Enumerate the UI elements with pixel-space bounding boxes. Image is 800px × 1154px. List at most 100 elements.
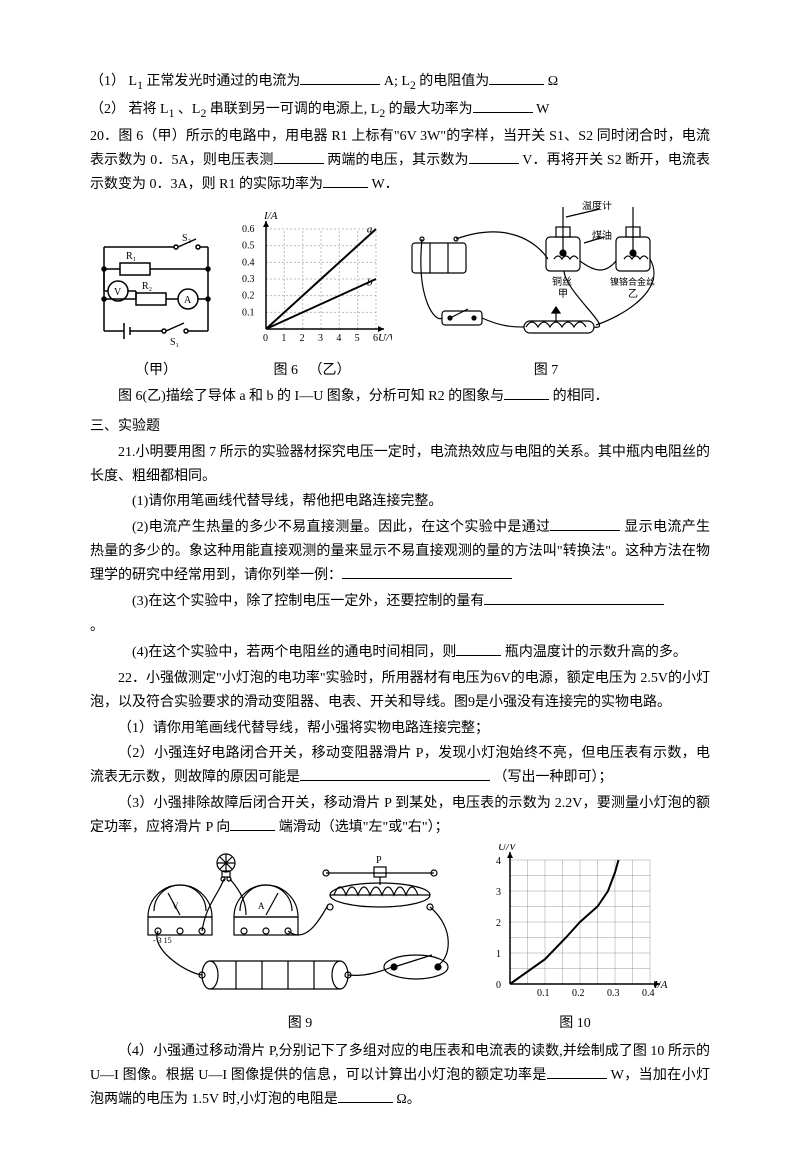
q20-conclusion: 图 6(乙)描绘了导体 a 和 b 的 I—U 图象，分析可知 R2 的图象与 … <box>90 385 710 409</box>
fig7: 铜丝 甲 镍铬合金丝 乙 煤油 温度计 图 7 <box>406 201 686 384</box>
txt: A; L <box>384 74 410 89</box>
label-p: P <box>376 855 382 866</box>
fig10-svg: 0.10.20.30.401234I/AU/V <box>480 844 670 1004</box>
label-v: V <box>114 287 122 298</box>
caption: （甲） <box>90 359 222 383</box>
q22-p2: （2）小强连好电路闭合开关，移动变阻器滑片 P，发现小灯泡始终不亮，但电压表有示… <box>90 742 710 790</box>
txt: （1） L <box>90 74 137 89</box>
fig9: V - 3 15 A <box>130 849 470 1037</box>
txt: 两端的电压，其示数为 <box>327 153 468 168</box>
blank <box>323 173 368 188</box>
blank <box>342 564 512 579</box>
svg-text:0.4: 0.4 <box>242 257 255 268</box>
txt: 的最大功率为 <box>389 102 473 117</box>
blank <box>456 641 501 656</box>
q22-p3: （3）小强排除故障后闭合开关，移动滑片 P 到某处，电压表的示数为 2.2V，要… <box>90 792 710 840</box>
label-a: A <box>184 295 192 306</box>
svg-text:0.4: 0.4 <box>642 988 655 999</box>
txt: (2)电流产生热量的多少不易直接测量。因此，在这个实验中是通过 <box>132 520 550 535</box>
txt: 的电阻值为 <box>419 74 489 89</box>
txt: （2） 若将 L <box>90 102 169 117</box>
svg-text:- 3 15: - 3 15 <box>153 936 172 945</box>
svg-text:I/A: I/A <box>653 979 668 991</box>
svg-text:3: 3 <box>318 333 323 344</box>
svg-text:0: 0 <box>263 333 268 344</box>
txt: (4)在这个实验中，若两个电阻丝的通电时间相同，则 <box>132 645 456 660</box>
txt: 的相同． <box>553 389 609 404</box>
txt: Ω。 <box>396 1092 420 1107</box>
sub: 1 <box>169 106 175 119</box>
blank <box>230 816 275 831</box>
svg-text:a: a <box>367 223 373 235</box>
svg-text:3: 3 <box>496 887 501 898</box>
q21-period: 。 <box>90 615 710 639</box>
svg-text:4: 4 <box>336 333 341 344</box>
svg-text:0.2: 0.2 <box>242 290 255 301</box>
svg-text:0.2: 0.2 <box>572 988 585 999</box>
blank <box>473 98 533 113</box>
svg-text:0.1: 0.1 <box>242 307 255 318</box>
caption: （乙） <box>309 363 351 378</box>
txt: (3)在这个实验中，除了控制电压一定外，还要控制的量有 <box>132 594 484 609</box>
svg-text:0.3: 0.3 <box>242 274 255 285</box>
svg-text:4: 4 <box>496 856 501 867</box>
svg-text:U/V: U/V <box>498 844 517 853</box>
blank <box>338 1088 393 1103</box>
txt: 图 6(乙)描绘了导体 a 和 b 的 I—U 图象，分析可知 R2 的图象与 <box>118 389 504 404</box>
q21-p1: (1)请你用笔画线代替导线，帮他把电路连接完整。 <box>90 490 710 514</box>
label-jia: 甲 <box>558 289 568 300</box>
circuit-jia-svg: S₂ R₁ V R₂ A <box>90 231 222 351</box>
label-s1: S₁ <box>170 337 179 348</box>
caption: 图 7 <box>406 359 686 383</box>
caption: 图 9 <box>130 1012 470 1036</box>
caption: 图 10 <box>480 1012 670 1036</box>
figure-row-9-10: V - 3 15 A <box>90 844 710 1037</box>
txt: 串联到另一可调的电源上, L <box>210 102 380 117</box>
svg-text:2: 2 <box>300 333 305 344</box>
fig6-yi: 01234560.10.20.30.40.50.6U/VI/Aab 图 6 （乙… <box>232 211 392 384</box>
svg-text:0.5: 0.5 <box>242 240 255 251</box>
q21-p4: (4)在这个实验中，若两个电阻丝的通电时间相同，则 瓶内温度计的示数升高的多。 <box>90 641 710 665</box>
q21-intro: 21.小明要用图 7 所示的实验器材探究电压一定时，电流热效应与电阻的关系。其中… <box>90 441 710 489</box>
label-nichrome: 镍铬合金丝 <box>610 276 655 287</box>
fig7-svg: 铜丝 甲 镍铬合金丝 乙 煤油 温度计 <box>406 201 686 351</box>
txt: 、L <box>178 102 201 117</box>
q20-body: 20．图 6（甲）所示的电路中，用电器 R1 上标有"6V 3W"的字样，当开关… <box>90 125 710 196</box>
blank <box>300 766 490 781</box>
sub: 2 <box>410 79 416 92</box>
txt: Ω <box>548 74 558 89</box>
sub: 2 <box>200 106 206 119</box>
q19-line1: （1） L1 正常发光时通过的电流为 A; L2 的电阻值为 Ω <box>90 70 710 96</box>
txt: W <box>536 102 549 117</box>
q22-p1: （1）请你用笔画线代替导线，帮小强将实物电路连接完整； <box>90 717 710 741</box>
txt: 瓶内温度计的示数升高的多。 <box>505 645 687 660</box>
iu-graph-svg: 01234560.10.20.30.40.50.6U/VI/Aab <box>232 211 392 351</box>
blank <box>504 385 549 400</box>
blank <box>469 149 519 164</box>
figure-row-6-7: S₂ R₁ V R₂ A <box>90 201 710 384</box>
fig9-svg: V - 3 15 A <box>130 849 470 1004</box>
blank <box>489 70 544 85</box>
caption: 图 6 <box>274 363 299 378</box>
blank <box>300 70 380 85</box>
svg-text:0.6: 0.6 <box>242 224 255 235</box>
txt: W． <box>371 177 398 192</box>
sub: 1 <box>137 79 143 92</box>
label-yi: 乙 <box>628 288 638 300</box>
blank <box>484 590 664 605</box>
label-r2: R₂ <box>142 281 152 292</box>
svg-text:U/V: U/V <box>378 332 392 344</box>
fig6-jia: S₂ R₁ V R₂ A <box>90 231 222 384</box>
svg-text:I/A: I/A <box>263 211 278 222</box>
svg-text:5: 5 <box>355 333 360 344</box>
svg-text:1: 1 <box>496 949 501 960</box>
q22-intro: 22．小强做测定"小灯泡的电功率"实验时，所用器材有电压为6V的电源，额定电压为… <box>90 667 710 715</box>
q22-p4: （4）小强通过移动滑片 P,分别记下了多组对应的电压表和电流表的读数,并绘制成了… <box>90 1040 710 1111</box>
q21-p3: (3)在这个实验中，除了控制电压一定外，还要控制的量有 <box>90 590 710 614</box>
svg-text:V: V <box>172 901 179 911</box>
sub: 2 <box>379 106 385 119</box>
fig10: 0.10.20.30.401234I/AU/V 图 10 <box>480 844 670 1037</box>
q21-p2: (2)电流产生热量的多少不易直接测量。因此，在这个实验中是通过 显示电流产生热量… <box>90 516 710 587</box>
q19-line2: （2） 若将 L1 、L2 串联到另一可调的电源上, L2 的最大功率为 W <box>90 98 710 124</box>
blank <box>274 149 324 164</box>
